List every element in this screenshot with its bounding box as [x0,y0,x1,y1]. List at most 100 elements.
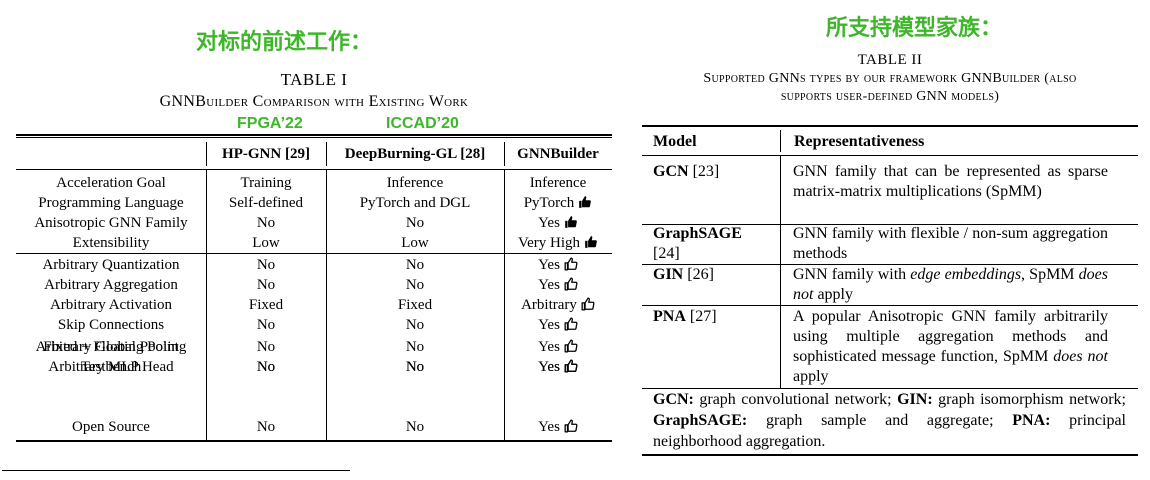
row-deepburning-value: Low [401,235,429,251]
row-gnnbuilder-value: Yes [504,337,612,357]
model-graphsage-ref: [24] [653,245,680,262]
table1-top-rule-2 [16,137,612,138]
row-feature-label: Arbitrary Aggregation [44,277,178,293]
col-header-model: Model [653,133,697,150]
gnnbuilder-value-text: Yes [538,277,560,293]
row-hp-gnn-value: No [256,359,276,375]
thumbs-up-outline-icon [564,317,578,331]
row-hp-gnn-value: No [256,317,276,333]
gnnbuilder-value-text: Inference [529,175,587,191]
row-deepburning-value: No [405,257,425,273]
table2-header-rule [642,155,1138,156]
gnnbuilder-value-text: Yes [538,215,560,231]
table1-column-divider [504,170,505,440]
row-feature-label: Open Source [72,419,150,435]
table1-column-divider [326,170,327,440]
table1-header-divider [206,142,207,166]
gnnbuilder-value-text: PyTorch [523,195,575,211]
row-feature-label: Extensibility [72,235,150,251]
table2-rule-2 [642,264,1138,265]
row-feature-label: Fixed + Floating Point Testbench [16,337,206,377]
table2-abbreviations-note: GCN: graph convolutional network; GIN: g… [653,391,1126,450]
row-deepburning-value: No [405,277,425,293]
row-deepburning-value: No [405,419,425,435]
gnnbuilder-value-text: Yes [538,339,560,355]
table1-bottom-rule [16,440,612,442]
row-deepburning-value: PyTorch and DGL [359,195,471,211]
model-pna: PNA [27] [653,308,717,325]
thumbs-up-outline-icon [564,359,578,373]
row-deepburning-value: No [405,215,425,231]
table2-subtitle-2: supports user-defined GNN models) [780,89,1000,104]
thumbs-up-outline-icon [581,297,595,311]
table2-bottom-rule [642,454,1138,456]
row-hp-gnn-value: No [256,339,276,355]
row-feature-label: Acceleration Goal [56,175,166,191]
gnnbuilder-value-text: Yes [538,359,560,375]
row-hp-gnn-value: No [256,215,276,231]
row-hp-gnn-value: No [256,277,276,293]
gnnbuilder-value-text: Yes [538,257,560,273]
row-feature-label: Arbitrary MLP Head [48,359,174,375]
table1-top-rule [16,134,612,136]
thumbs-up-outline-icon [564,277,578,291]
row-hp-gnn-value: Low [252,235,280,251]
row-deepburning-value: No [405,359,425,375]
gnnbuilder-value-text: Arbitrary [521,297,577,313]
gnnbuilder-value-text: Yes [538,359,560,375]
right-chinese-heading: 所支持模型家族： [826,15,1003,40]
table1-group-rule [16,253,612,254]
row-feature-label: Arbitrary Global Pooling [35,339,187,355]
table2-rule-1 [642,224,1138,225]
row-gnnbuilder-value: Yes [504,315,612,335]
col-header-deepburning: DeepBurning-GL [28] [344,146,486,162]
model-graphsage: GraphSAGE [653,225,742,242]
model-gin: GIN [26] [653,266,714,283]
row-feature-label-line2: Testbench [80,359,142,375]
row-gnnbuilder-value: Inference [504,173,612,193]
row-feature-label: Arbitrary Activation [49,297,173,313]
row-deepburning-value: No [405,359,425,375]
model-gcn: GCN [23] [653,163,720,180]
thumbs-up-outline-icon [564,419,578,433]
thumbs-up-filled-icon [565,216,577,228]
table2-top-rule [642,125,1138,127]
table1-header-rule [16,169,612,170]
row-deepburning-value: No [405,317,425,333]
table1-subtitle: GNNBuilder Comparison with Existing Work [159,93,469,110]
row-gnnbuilder-value: Very High [504,233,612,253]
venue-iccad-label: ICCAD’20 [386,115,459,132]
row-gnnbuilder-value: Yes [504,357,612,377]
table2-body-bottom-rule [642,388,1138,389]
gnnbuilder-value-text: Yes [538,317,560,333]
repr-gcn: GNN family that can be represented as sp… [793,163,1108,200]
row-feature-label: Anisotropic GNN Family [34,215,188,231]
row-hp-gnn-value: Fixed [248,297,284,313]
table1-title: TABLE I [280,70,348,89]
row-gnnbuilder-value: PyTorch [504,193,612,213]
thumbs-up-outline-icon [564,257,578,271]
row-gnnbuilder-value: Yes [504,213,612,233]
row-gnnbuilder-value: Yes [504,417,612,437]
table2-rule-3 [642,305,1138,306]
gnnbuilder-value-text: Yes [538,419,560,435]
row-feature-label: Programming Language [38,195,184,211]
gnnbuilder-value-text: Very High [517,235,581,251]
venue-fpga-label: FPGA’22 [237,115,303,132]
row-feature-label: Arbitrary Quantization [42,257,180,273]
thumbs-up-filled-icon [579,196,592,208]
repr-gin: GNN family with edge embeddings, SpMM do… [793,266,1108,303]
row-feature-label-line1: Fixed + Floating Point [43,339,179,355]
row-deepburning-value: Fixed [397,297,433,313]
row-gnnbuilder-value: Arbitrary [504,295,612,315]
repr-pna: A popular Anisotropic GNN family arbitra… [793,308,1108,385]
row-gnnbuilder-value: Yes [504,275,612,295]
table2-column-divider [780,155,781,388]
thumbs-up-outline-icon [564,339,578,353]
table1-column-divider [206,170,207,440]
col-header-hp-gnn: HP-GNN [29] [222,146,310,162]
row-hp-gnn-value: No [256,359,276,375]
thumbs-up-filled-icon [585,236,597,248]
row-hp-gnn-value: Training [240,175,292,191]
table2-header-divider [780,130,781,152]
